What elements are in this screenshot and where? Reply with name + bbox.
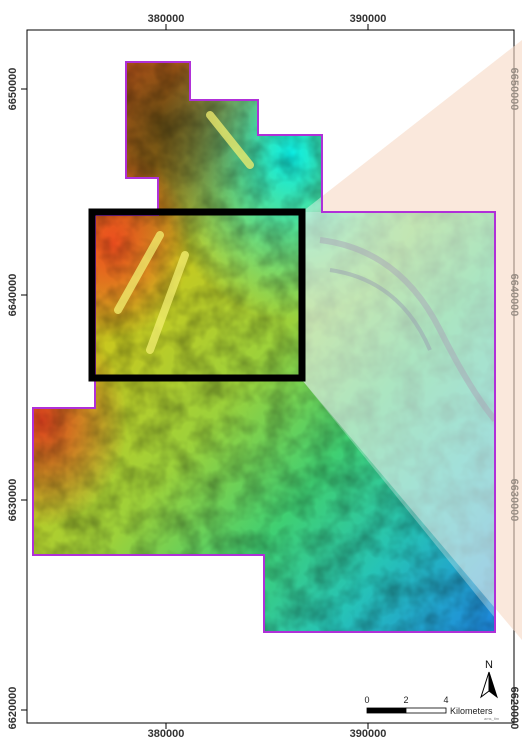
top-label-390000: 390000: [350, 13, 387, 25]
scale-tick-4: 4: [443, 695, 448, 705]
scale-tick-2: 2: [403, 695, 408, 705]
inset-box: [88, 208, 306, 382]
scale-bar: 0 2 4 Kilometers ams_ltm: [364, 695, 499, 721]
grid-ticks: [21, 24, 369, 729]
north-label: N: [485, 659, 493, 671]
north-arrow-icon: N: [480, 659, 498, 699]
top-label-380000: 380000: [148, 13, 185, 25]
left-label-6630000: 6630000: [7, 479, 19, 522]
right-label-6620000: 6620000: [508, 687, 520, 730]
right-label-6650000: 6650000: [508, 68, 520, 111]
left-label-6620000: 6620000: [7, 687, 19, 730]
faded-zone: [302, 212, 495, 618]
scale-tick-0: 0: [364, 695, 369, 705]
left-label-6650000: 6650000: [7, 68, 19, 111]
bottom-label-380000: 380000: [148, 728, 185, 740]
bottom-label-390000: 390000: [350, 728, 387, 740]
left-label-6640000: 6640000: [7, 274, 19, 317]
scale-unit: Kilometers: [450, 706, 493, 716]
right-label-6630000: 6630000: [508, 479, 520, 522]
right-label-6640000: 6640000: [508, 274, 520, 317]
map-credit: ams_ltm: [484, 716, 500, 721]
